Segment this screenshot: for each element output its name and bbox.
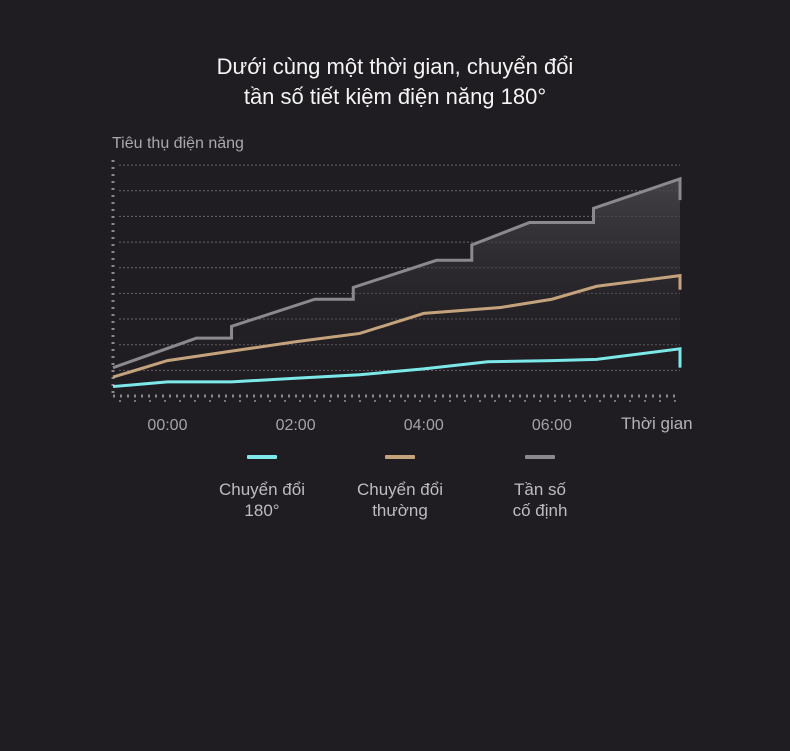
x-tick-label: 00:00 [147, 417, 187, 434]
series-line-1 [112, 273, 682, 379]
series-line-0 [112, 347, 682, 389]
x-tick-label: 02:00 [276, 417, 316, 434]
x-tick-label: 06:00 [532, 417, 572, 434]
legend-label: Chuyển đổi 180° [218, 480, 305, 520]
series-line-2 [112, 176, 682, 370]
legend-swatch [247, 455, 277, 459]
legend-swatch [385, 455, 415, 459]
x-axis-label: Thời gian [621, 414, 693, 433]
legend-item: Chuyển đổi 180° [192, 455, 332, 521]
legend-swatch [525, 455, 555, 459]
legend-item: Tần số cố định [470, 455, 610, 521]
legend-label: Tần số cố định [512, 480, 568, 520]
legend-item: Chuyển đổi thường [330, 455, 470, 521]
chart-title: Dưới cùng một thời gian, chuyển đổi tần … [0, 52, 790, 112]
area-fill [113, 178, 680, 396]
y-axis-label: Tiêu thụ điện năng [112, 135, 244, 152]
legend-label: Chuyển đổi thường [356, 480, 443, 520]
chart-title-line-2: tần số tiết kiệm điện năng 180° [243, 84, 547, 109]
x-tick-label: 04:00 [404, 417, 444, 434]
chart-title-line-1: Dưới cùng một thời gian, chuyển đổi [216, 54, 574, 79]
